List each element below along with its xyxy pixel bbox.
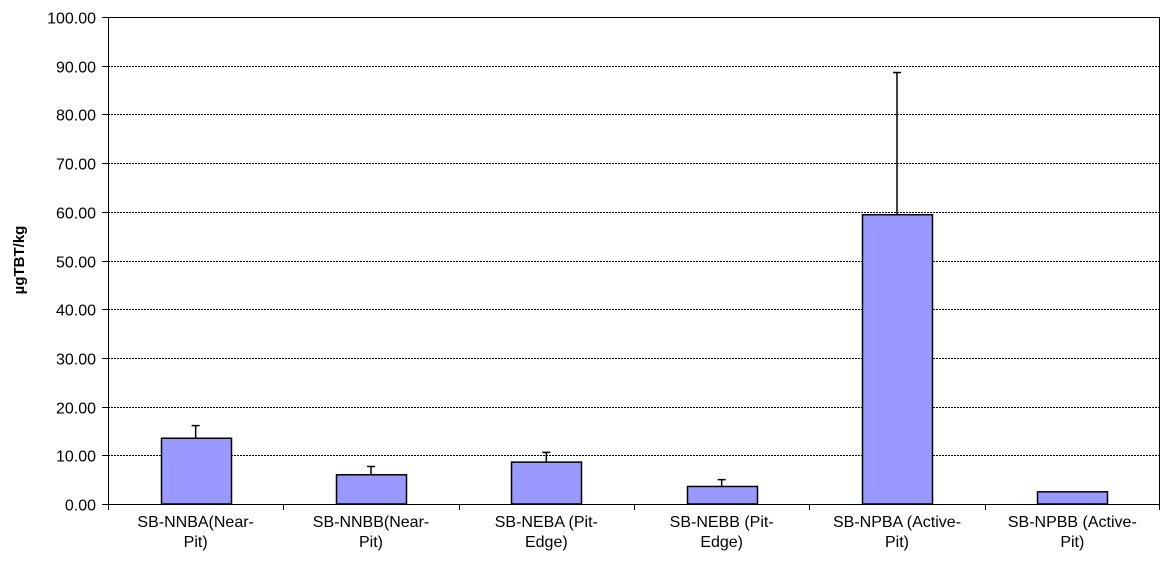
y-tick-label: 100.00	[47, 11, 96, 28]
bar	[160, 437, 233, 505]
x-category-label: SB-NNBB(Near-Pit)	[313, 514, 429, 551]
y-tick-label: 50.00	[56, 255, 96, 272]
y-tick-label: 0.00	[65, 498, 96, 515]
x-category-label: SB-NEBA (Pit-Edge)	[495, 514, 598, 551]
y-tick-label: 60.00	[56, 206, 96, 223]
y-axis-title: µgTBT/kg	[11, 226, 28, 295]
bar	[510, 461, 583, 505]
y-tick-label: 80.00	[56, 108, 96, 125]
y-tick-labels: 0.00 10.00 20.00 30.00 40.00 50.00 60.00 70.00 8…	[47, 11, 96, 515]
x-category-label: SB-NEBB (Pit-Edge)	[670, 514, 774, 551]
y-tick-label: 70.00	[56, 157, 96, 174]
y-tick-label: 30.00	[56, 352, 96, 369]
bar	[861, 213, 934, 505]
bars	[160, 213, 1109, 505]
x-category-label: SB-NNBA(Near-Pit)	[137, 514, 253, 551]
x-category-labels: SB-NNBA(Near-Pit) SB-NNBB(Near-Pit) SB-NEB…	[137, 514, 1136, 551]
gridlines	[108, 17, 1160, 456]
axes	[102, 17, 1160, 510]
bar	[686, 485, 759, 505]
x-category-label: SB-NPBB (Active-Pit)	[1008, 514, 1137, 551]
error-bars	[191, 71, 901, 487]
y-tick-label: 40.00	[56, 303, 96, 320]
bar	[1036, 491, 1109, 505]
y-tick-label: 20.00	[56, 401, 96, 418]
bar	[335, 474, 408, 505]
x-category-label: SB-NPBA (Active-Pit)	[833, 514, 961, 551]
y-tick-label: 10.00	[56, 449, 96, 466]
y-tick-label: 90.00	[56, 60, 96, 77]
